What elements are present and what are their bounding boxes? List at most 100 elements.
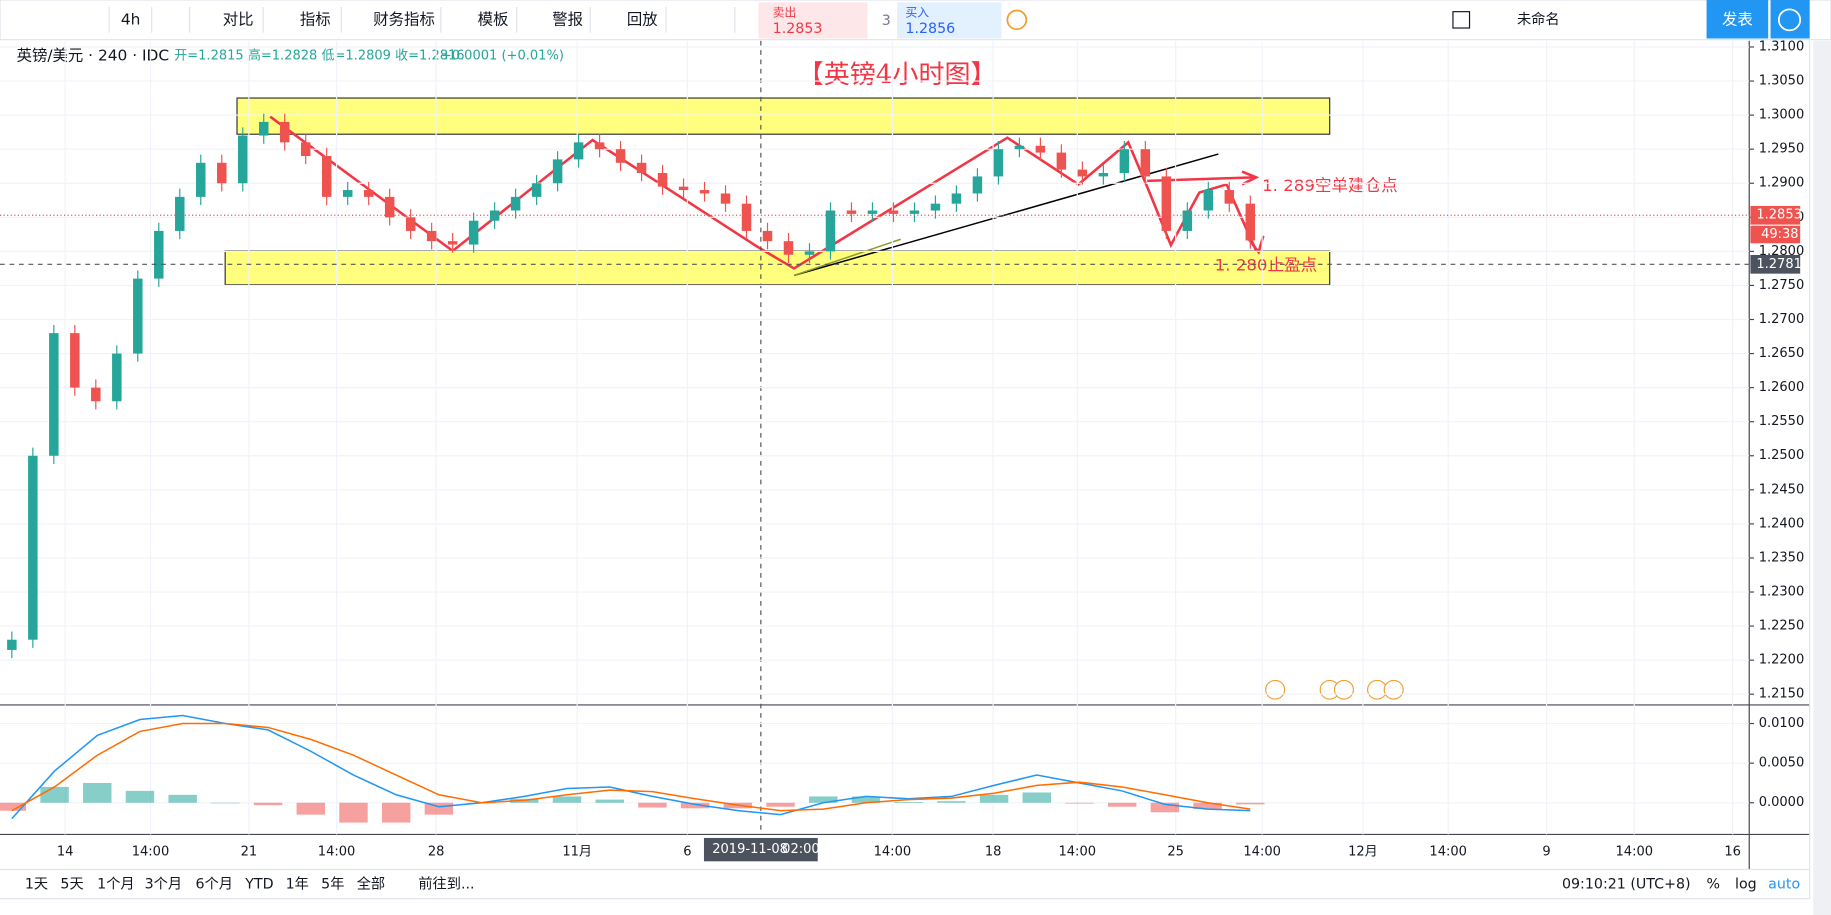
x-tick-label: 21 — [241, 845, 258, 860]
sell-label: 卖出 — [773, 5, 797, 19]
x-tick-label: 11月 — [562, 845, 592, 860]
checkbox-icon[interactable] — [1452, 11, 1471, 29]
candle-body — [133, 278, 143, 354]
macd-histogram-bar — [766, 802, 795, 807]
candle-body — [1119, 149, 1130, 174]
publish-label: 发表 — [1722, 10, 1753, 28]
candle-body — [258, 121, 269, 136]
candle-body — [1014, 145, 1025, 150]
y-tick-label: 1.2700 — [1759, 312, 1805, 327]
y-tick-label: 1.2500 — [1759, 448, 1805, 463]
candle-body — [49, 333, 59, 456]
macd-histogram-bar — [296, 802, 326, 815]
candle-body — [636, 162, 647, 174]
interval[interactable]: 4h — [121, 10, 141, 28]
price-marker-box — [1750, 205, 1801, 225]
range-button[interactable]: 1天 — [25, 877, 48, 893]
candle-body — [468, 220, 479, 245]
macd-histogram-bar — [680, 802, 710, 809]
candle-body — [888, 210, 899, 214]
macd-histogram-bar — [552, 796, 582, 803]
x-tick-label: 6 — [683, 845, 691, 860]
y-tick-label: 1.2450 — [1759, 482, 1805, 497]
range-button[interactable]: 1年 — [286, 877, 309, 893]
toolbar-button[interactable]: 模板 — [478, 10, 509, 28]
candle-body — [321, 155, 332, 197]
range-button[interactable]: 1个月 — [97, 877, 134, 893]
y-tick-label: 1.2950 — [1759, 142, 1805, 157]
buy-box[interactable] — [897, 2, 1002, 39]
y-tick-label: 1.3000 — [1759, 108, 1805, 123]
trend-line-lower — [793, 238, 901, 277]
play-button[interactable] — [1770, 0, 1810, 39]
event-icon — [1333, 679, 1354, 700]
candle-body — [384, 196, 395, 218]
layout-name[interactable]: 未命名 — [1517, 11, 1560, 28]
candle-body — [804, 251, 815, 255]
y-tick-label: 1.2250 — [1759, 619, 1805, 634]
macd-histogram-bar — [0, 802, 27, 811]
percent[interactable]: % — [1707, 877, 1721, 893]
candle-body — [951, 193, 962, 204]
candle-body — [993, 149, 1004, 177]
candle-body — [1098, 173, 1109, 177]
candle-body — [1182, 210, 1193, 231]
x-tick-label: 14:00 — [1616, 845, 1654, 860]
candle-body — [846, 210, 857, 214]
y-tick-label: 1.2900 — [1759, 176, 1805, 191]
publish-button[interactable] — [1706, 0, 1769, 39]
symbol: 英镑/美元 · 240 · IDC — [17, 47, 170, 65]
wave-path — [269, 115, 1258, 270]
macd-histogram-bar — [1150, 802, 1180, 813]
macd-histogram-bar — [40, 786, 69, 803]
goto[interactable]: 前往到... — [418, 876, 474, 893]
candle-body — [741, 203, 752, 231]
toolbar-button[interactable]: 指标 — [300, 10, 331, 28]
candle-body — [720, 193, 731, 204]
annotation: 1. 280止盈点 — [1215, 256, 1317, 275]
candle-body — [594, 142, 605, 150]
macd-histogram-bar — [1022, 792, 1051, 803]
y-tick-label: 1.2650 — [1759, 346, 1805, 361]
y-tick-label: 1.2350 — [1759, 551, 1805, 566]
x-tick-label: 28 — [428, 845, 445, 860]
toolbar-button[interactable]: 回放 — [627, 10, 658, 28]
toolbar-button[interactable]: 对比 — [223, 10, 254, 28]
x-tick-label: 14:00 — [132, 845, 170, 860]
x-tick-label: 14 — [57, 845, 74, 860]
macd-histogram-bar — [1107, 802, 1137, 807]
macd-histogram-bar — [1065, 802, 1094, 804]
side-strip — [1813, 40, 1831, 915]
annotation: 1. 289空单建仓点 — [1262, 176, 1398, 195]
candle-body — [342, 190, 353, 197]
auto[interactable]: auto — [1768, 877, 1800, 893]
candle-body — [405, 217, 416, 231]
range-button[interactable]: 3个月 — [145, 877, 182, 893]
candle-body — [762, 230, 773, 242]
price-marker-label: 1.2853 — [1756, 208, 1802, 223]
toolbar-button[interactable]: 警报 — [552, 10, 583, 28]
log[interactable]: log — [1735, 877, 1757, 893]
candle-body — [1224, 190, 1235, 204]
event-icon — [1383, 679, 1404, 700]
range-button[interactable]: 5年 — [321, 877, 344, 893]
info-icon[interactable] — [1006, 9, 1028, 31]
macd-signal-line — [11, 722, 1251, 812]
macd-histogram-bar — [424, 802, 454, 815]
sell-box[interactable] — [758, 2, 868, 39]
toolbar-button[interactable]: 财务指标 — [373, 10, 435, 28]
x-tick-label: 14:00 — [874, 845, 912, 860]
candle-body — [300, 142, 311, 156]
candle-body — [867, 210, 878, 214]
crosshair-price-label: 1.2781 — [1756, 257, 1802, 272]
y-tick-label: 1.2550 — [1759, 414, 1805, 429]
macd-histogram-bar — [1236, 802, 1265, 805]
range-button[interactable]: YTD — [244, 877, 273, 893]
range-button[interactable]: 6个月 — [196, 877, 233, 893]
countdown-box — [1750, 225, 1801, 244]
range-button[interactable]: 5天 — [60, 877, 83, 893]
candle-body — [825, 210, 836, 252]
range-button[interactable]: 全部 — [357, 876, 385, 893]
candle-body — [238, 135, 248, 184]
